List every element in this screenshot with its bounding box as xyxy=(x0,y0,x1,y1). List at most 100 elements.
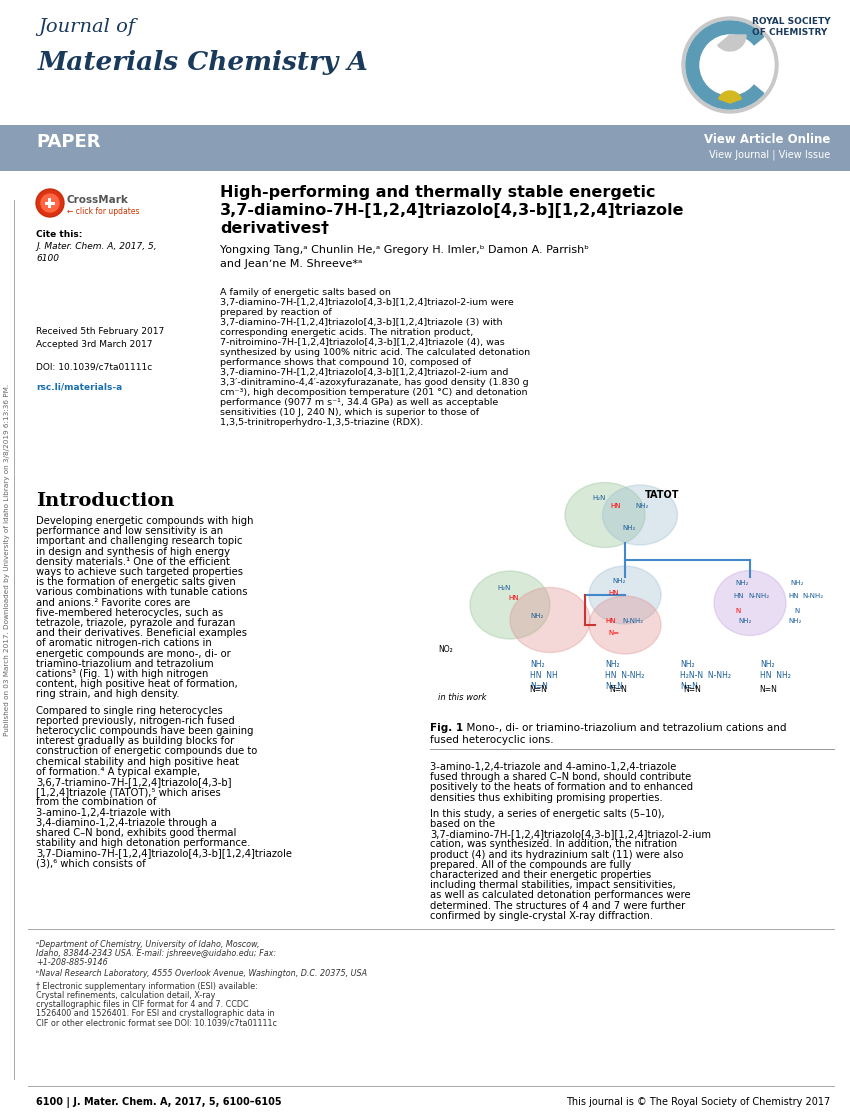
Text: performance (9077 m s⁻¹, 34.4 GPa) as well as acceptable: performance (9077 m s⁻¹, 34.4 GPa) as we… xyxy=(220,398,498,407)
Text: Crystal refinements, calculation detail, X-ray: Crystal refinements, calculation detail,… xyxy=(36,991,215,999)
Text: HN  NH: HN NH xyxy=(530,671,558,680)
Text: stability and high detonation performance.: stability and high detonation performanc… xyxy=(36,838,251,848)
Bar xyxy=(0,125,850,171)
Text: HN: HN xyxy=(610,503,620,509)
Text: crystallographic files in CIF format for 4 and 7. CCDC: crystallographic files in CIF format for… xyxy=(36,999,248,1009)
Text: 6100 | J. Mater. Chem. A, 2017, 5, 6100–6105: 6100 | J. Mater. Chem. A, 2017, 5, 6100–… xyxy=(36,1097,281,1109)
Text: This journal is © The Royal Society of Chemistry 2017: This journal is © The Royal Society of C… xyxy=(566,1097,830,1107)
Text: HN: HN xyxy=(608,590,619,595)
Text: 1526400 and 1526401. For ESI and crystallographic data in: 1526400 and 1526401. For ESI and crystal… xyxy=(36,1009,275,1018)
Text: In this study, a series of energetic salts (5–10),: In this study, a series of energetic sal… xyxy=(430,809,665,819)
Text: † Electronic supplementary information (ESI) available:: † Electronic supplementary information (… xyxy=(36,982,258,991)
Text: in this work: in this work xyxy=(438,693,486,702)
Text: Mono-, di- or triamino-triazolium and tetrazolium cations and: Mono-, di- or triamino-triazolium and te… xyxy=(460,723,786,733)
Text: density materials.¹ One of the efficient: density materials.¹ One of the efficient xyxy=(36,556,230,567)
Text: and anions.² Favorite cores are: and anions.² Favorite cores are xyxy=(36,598,190,608)
Text: energetic compounds are mono-, di- or: energetic compounds are mono-, di- or xyxy=(36,649,230,659)
Text: NH₂: NH₂ xyxy=(680,660,694,669)
Text: 3,3′-dinitramino-4,4′-azoxyfurazanate, has good density (1.830 g: 3,3′-dinitramino-4,4′-azoxyfurazanate, h… xyxy=(220,378,529,387)
Text: 3,6,7-triamino-7H-[1,2,4]triazolo[4,3-b]: 3,6,7-triamino-7H-[1,2,4]triazolo[4,3-b] xyxy=(36,777,231,787)
Circle shape xyxy=(36,189,64,217)
Text: positively to the heats of formation and to enhanced: positively to the heats of formation and… xyxy=(430,782,693,792)
Text: confirmed by single-crystal X-ray diffraction.: confirmed by single-crystal X-ray diffra… xyxy=(430,910,653,920)
Text: Yongxing Tang,ᵃ Chunlin He,ᵃ Gregory H. Imler,ᵇ Damon A. Parrishᵇ: Yongxing Tang,ᵃ Chunlin He,ᵃ Gregory H. … xyxy=(220,245,589,255)
Wedge shape xyxy=(719,91,741,104)
Text: important and challenging research topic: important and challenging research topic xyxy=(36,536,242,546)
Ellipse shape xyxy=(603,485,677,545)
Text: product (4) and its hydrazinium salt (11) were also: product (4) and its hydrazinium salt (11… xyxy=(430,849,683,859)
Text: HN: HN xyxy=(733,593,744,599)
Text: HN  NH₂: HN NH₂ xyxy=(760,671,790,680)
Text: 3,7-diamino-7H-[1,2,4]triazolo[4,3-b][1,2,4]triazole: 3,7-diamino-7H-[1,2,4]triazolo[4,3-b][1,… xyxy=(220,203,684,218)
Text: performance shows that compound 10, composed of: performance shows that compound 10, comp… xyxy=(220,358,471,367)
Text: H₂N: H₂N xyxy=(592,495,605,501)
Text: NO₂: NO₂ xyxy=(438,646,453,654)
Text: Compared to single ring heterocycles: Compared to single ring heterocycles xyxy=(36,706,223,716)
Text: HN: HN xyxy=(605,618,615,624)
Text: N=N: N=N xyxy=(680,682,698,691)
Text: (3),⁶ which consists of: (3),⁶ which consists of xyxy=(36,858,145,868)
Text: synthesized by using 100% nitric acid. The calculated detonation: synthesized by using 100% nitric acid. T… xyxy=(220,348,530,357)
Bar xyxy=(430,475,835,715)
Text: corresponding energetic acids. The nitration product,: corresponding energetic acids. The nitra… xyxy=(220,328,473,337)
Text: 3,4-diamino-1,2,4-triazole through a: 3,4-diamino-1,2,4-triazole through a xyxy=(36,818,217,828)
Circle shape xyxy=(38,191,62,215)
Text: tetrazole, triazole, pyrazole and furazan: tetrazole, triazole, pyrazole and furaza… xyxy=(36,618,235,628)
Text: various combinations with tunable cations: various combinations with tunable cation… xyxy=(36,588,247,598)
Text: of aromatic nitrogen-rich cations in: of aromatic nitrogen-rich cations in xyxy=(36,639,212,649)
Text: 7-nitroimino-7H-[1,2,4]triazolo[4,3-b][1,2,4]triazole (4), was: 7-nitroimino-7H-[1,2,4]triazolo[4,3-b][1… xyxy=(220,338,505,347)
Text: five-membered heterocycles, such as: five-membered heterocycles, such as xyxy=(36,608,223,618)
Text: in design and synthesis of high energy: in design and synthesis of high energy xyxy=(36,546,230,556)
Text: construction of energetic compounds due to: construction of energetic compounds due … xyxy=(36,747,258,757)
Text: determined. The structures of 4 and 7 were further: determined. The structures of 4 and 7 we… xyxy=(430,900,685,910)
Text: ways to achieve such targeted properties: ways to achieve such targeted properties xyxy=(36,567,243,577)
Text: is the formation of energetic salts given: is the formation of energetic salts give… xyxy=(36,578,235,588)
Text: as well as calculated detonation performances were: as well as calculated detonation perform… xyxy=(430,890,690,900)
Circle shape xyxy=(682,17,778,114)
Text: sensitivities (10 J, 240 N), which is superior to those of: sensitivities (10 J, 240 N), which is su… xyxy=(220,408,479,417)
Text: 1,3,5-trinitroperhydro-1,3,5-triazine (RDX).: 1,3,5-trinitroperhydro-1,3,5-triazine (R… xyxy=(220,418,423,427)
Text: 3,7-diamino-7H-[1,2,4]triazolo[4,3-b][1,2,4]triazol-2-ium: 3,7-diamino-7H-[1,2,4]triazolo[4,3-b][1,… xyxy=(430,829,711,839)
Text: TATOT: TATOT xyxy=(645,490,679,500)
Text: cm⁻³), high decomposition temperature (201 °C) and detonation: cm⁻³), high decomposition temperature (2… xyxy=(220,388,528,397)
Text: fused through a shared C–N bond, should contribute: fused through a shared C–N bond, should … xyxy=(430,772,691,782)
Text: 3,7-diamino-7H-[1,2,4]triazolo[4,3-b][1,2,4]triazol-2-ium were: 3,7-diamino-7H-[1,2,4]triazolo[4,3-b][1,… xyxy=(220,298,513,307)
Text: of formation.⁴ A typical example,: of formation.⁴ A typical example, xyxy=(36,767,200,777)
Text: Published on 03 March 2017. Downloaded by University of Idaho Library on 3/8/201: Published on 03 March 2017. Downloaded b… xyxy=(4,384,10,736)
Text: H₂N: H₂N xyxy=(497,585,510,591)
Text: CIF or other electronic format see DOI: 10.1039/c7ta01111c: CIF or other electronic format see DOI: … xyxy=(36,1018,277,1027)
Text: cations³ (Fig. 1) with high nitrogen: cations³ (Fig. 1) with high nitrogen xyxy=(36,669,208,679)
Text: fused heterocyclic ions.: fused heterocyclic ions. xyxy=(430,735,553,745)
Text: View Journal | View Issue: View Journal | View Issue xyxy=(709,149,830,159)
Bar xyxy=(48,198,52,208)
Text: N=N: N=N xyxy=(605,682,623,691)
Circle shape xyxy=(686,21,774,109)
Text: heterocyclic compounds have been gaining: heterocyclic compounds have been gaining xyxy=(36,726,253,736)
Text: NH₂: NH₂ xyxy=(530,660,545,669)
Ellipse shape xyxy=(589,595,661,654)
Circle shape xyxy=(700,35,760,95)
Text: NH₂: NH₂ xyxy=(760,660,774,669)
Text: N: N xyxy=(794,608,799,614)
Text: Fig. 1: Fig. 1 xyxy=(430,723,463,733)
Text: H₂N-N  N-NH₂: H₂N-N N-NH₂ xyxy=(680,671,731,680)
Text: N-NH₂: N-NH₂ xyxy=(748,593,769,599)
Bar xyxy=(45,201,55,205)
Text: performance and low sensitivity is an: performance and low sensitivity is an xyxy=(36,526,223,536)
Text: 6100: 6100 xyxy=(36,254,59,263)
Bar xyxy=(0,200,14,1080)
Text: +1-208-885-9146: +1-208-885-9146 xyxy=(36,958,108,967)
Ellipse shape xyxy=(565,483,645,548)
Text: chemical stability and high positive heat: chemical stability and high positive hea… xyxy=(36,757,239,767)
Text: 3,7-Diamino-7H-[1,2,4]triazolo[4,3-b][1,2,4]triazole: 3,7-Diamino-7H-[1,2,4]triazolo[4,3-b][1,… xyxy=(36,848,292,858)
Text: Received 5th February 2017: Received 5th February 2017 xyxy=(36,327,164,336)
Text: N-NH₂: N-NH₂ xyxy=(802,593,823,599)
Text: NH₂: NH₂ xyxy=(612,578,626,584)
Text: ← click for updates: ← click for updates xyxy=(67,207,139,216)
Text: Materials Chemistry A: Materials Chemistry A xyxy=(38,50,369,75)
Text: interest gradually as building blocks for: interest gradually as building blocks fo… xyxy=(36,736,235,746)
Circle shape xyxy=(41,194,59,211)
Text: HN: HN xyxy=(508,595,518,601)
Text: densities thus exhibiting promising properties.: densities thus exhibiting promising prop… xyxy=(430,792,663,802)
Text: NH₂: NH₂ xyxy=(735,580,748,587)
